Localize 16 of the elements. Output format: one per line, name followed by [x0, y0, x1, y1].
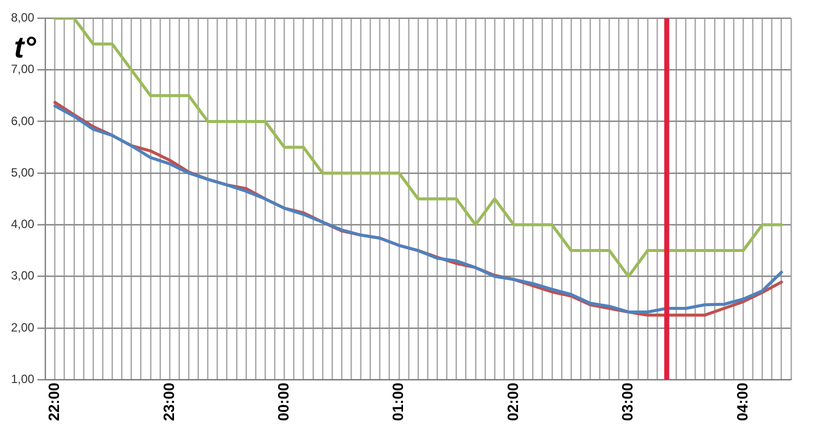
y-tick-label: 3,00: [10, 268, 35, 283]
x-tick-label: 03:00: [620, 382, 637, 422]
x-tick-label: 23:00: [160, 382, 178, 422]
y-axis-title: t°: [14, 31, 37, 64]
y-tick-label: 8,00: [10, 10, 35, 25]
x-tick-label: 00:00: [275, 382, 292, 422]
y-tick-label: 7,00: [10, 62, 35, 76]
x-tick-label: 02:00: [504, 382, 522, 422]
y-tick-label: 5,00: [10, 165, 35, 180]
x-tick-label: 01:00: [390, 382, 408, 422]
x-tick-label: 04:00: [734, 382, 752, 422]
y-tick-label: 2,00: [10, 320, 35, 334]
y-tick-label: 1,00: [10, 372, 35, 386]
y-tick-label: 6,00: [10, 114, 35, 128]
x-tick-label: 22:00: [46, 382, 64, 422]
y-tick-label: 4,00: [10, 217, 35, 232]
